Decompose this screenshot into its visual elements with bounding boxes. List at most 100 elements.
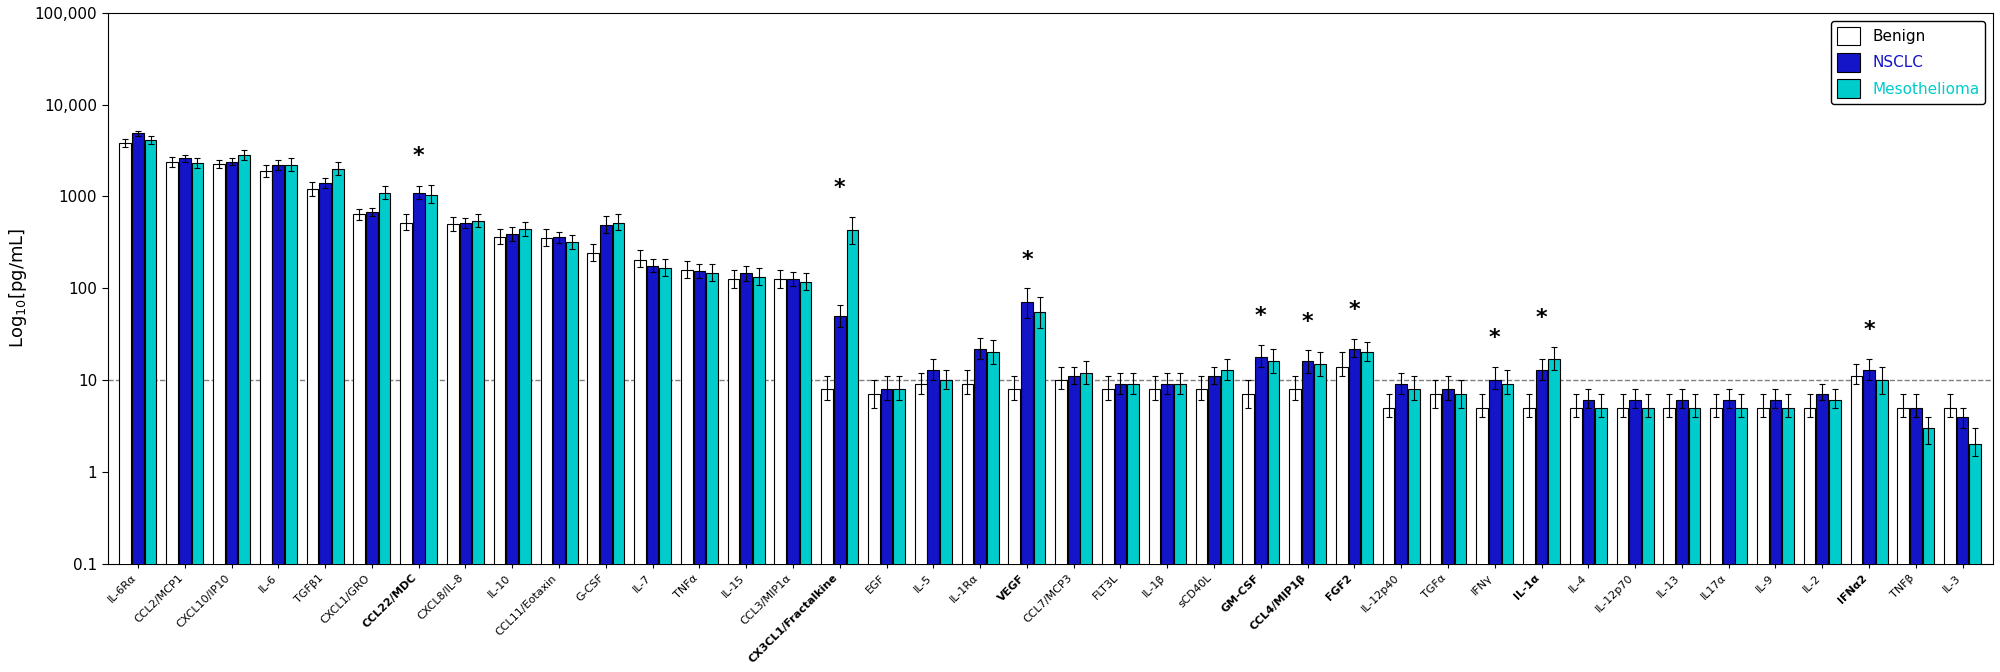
Bar <box>800 282 812 672</box>
Bar <box>646 266 658 672</box>
Bar <box>962 384 974 672</box>
Bar <box>214 164 224 672</box>
Bar <box>1290 389 1300 672</box>
Bar <box>1722 401 1734 672</box>
Bar <box>1864 370 1874 672</box>
Bar <box>1008 389 1020 672</box>
Text: *: * <box>1536 308 1548 328</box>
Bar <box>634 259 646 672</box>
Bar <box>1524 408 1534 672</box>
Bar <box>1408 389 1420 672</box>
Bar <box>306 190 318 672</box>
Bar <box>1816 394 1828 672</box>
Bar <box>366 212 378 672</box>
Bar <box>740 274 752 672</box>
Bar <box>1922 428 1934 672</box>
Bar <box>728 280 740 672</box>
Bar <box>554 237 564 672</box>
Bar <box>540 239 552 672</box>
Bar <box>1642 408 1654 672</box>
Bar <box>1034 312 1046 672</box>
Bar <box>1536 370 1548 672</box>
Bar <box>178 159 190 672</box>
Bar <box>1196 389 1208 672</box>
Text: *: * <box>1302 312 1314 332</box>
Bar <box>1268 362 1280 672</box>
Bar <box>1430 394 1442 672</box>
Bar <box>694 271 706 672</box>
Text: *: * <box>1022 249 1032 269</box>
Bar <box>1782 408 1794 672</box>
Bar <box>412 193 424 672</box>
Bar <box>1898 408 1910 672</box>
Bar <box>1830 401 1840 672</box>
Bar <box>272 165 284 672</box>
Bar <box>1630 401 1640 672</box>
Bar <box>192 163 204 672</box>
Bar <box>1220 370 1232 672</box>
Bar <box>1548 359 1560 672</box>
Bar <box>332 169 344 672</box>
Bar <box>506 234 518 672</box>
Bar <box>460 223 472 672</box>
Bar <box>600 225 612 672</box>
Bar <box>1128 384 1138 672</box>
Bar <box>588 253 600 672</box>
Bar <box>928 370 940 672</box>
Bar <box>752 277 764 672</box>
Bar <box>1956 417 1968 672</box>
Bar <box>1114 384 1126 672</box>
Text: *: * <box>1864 320 1874 340</box>
Bar <box>426 194 438 672</box>
Bar <box>238 155 250 672</box>
Bar <box>1242 394 1254 672</box>
Bar <box>1454 394 1466 672</box>
Bar <box>612 222 624 672</box>
Bar <box>1710 408 1722 672</box>
Bar <box>144 140 156 672</box>
Bar <box>834 316 846 672</box>
Bar <box>1502 384 1514 672</box>
Bar <box>880 389 892 672</box>
Bar <box>520 229 530 672</box>
Bar <box>1056 380 1066 672</box>
Bar <box>1970 444 1982 672</box>
Bar <box>986 352 998 672</box>
Bar <box>774 280 786 672</box>
Bar <box>1396 384 1408 672</box>
Bar <box>1102 389 1114 672</box>
Bar <box>1570 408 1582 672</box>
Y-axis label: Log$_{10}$[pg/mL]: Log$_{10}$[pg/mL] <box>6 228 28 348</box>
Bar <box>320 183 330 672</box>
Bar <box>1876 380 1888 672</box>
Bar <box>472 221 484 672</box>
Bar <box>706 273 718 672</box>
Bar <box>1336 367 1348 672</box>
Bar <box>1688 408 1700 672</box>
Bar <box>166 161 178 672</box>
Text: *: * <box>1488 328 1500 348</box>
Bar <box>1302 362 1314 672</box>
Bar <box>1442 389 1454 672</box>
Legend: Benign, NSCLC, Mesothelioma: Benign, NSCLC, Mesothelioma <box>1830 21 1986 104</box>
Bar <box>894 389 906 672</box>
Bar <box>1596 408 1606 672</box>
Bar <box>120 143 132 672</box>
Bar <box>680 269 692 672</box>
Bar <box>1068 376 1080 672</box>
Bar <box>914 384 926 672</box>
Text: *: * <box>412 146 424 166</box>
Bar <box>1758 408 1768 672</box>
Bar <box>868 394 880 672</box>
Bar <box>1080 373 1092 672</box>
Bar <box>400 222 412 672</box>
Bar <box>354 214 366 672</box>
Bar <box>1208 376 1220 672</box>
Bar <box>378 193 390 672</box>
Text: *: * <box>834 178 846 198</box>
Bar <box>1174 384 1186 672</box>
Bar <box>1022 302 1032 672</box>
Bar <box>1664 408 1676 672</box>
Text: *: * <box>1348 300 1360 321</box>
Bar <box>822 389 832 672</box>
